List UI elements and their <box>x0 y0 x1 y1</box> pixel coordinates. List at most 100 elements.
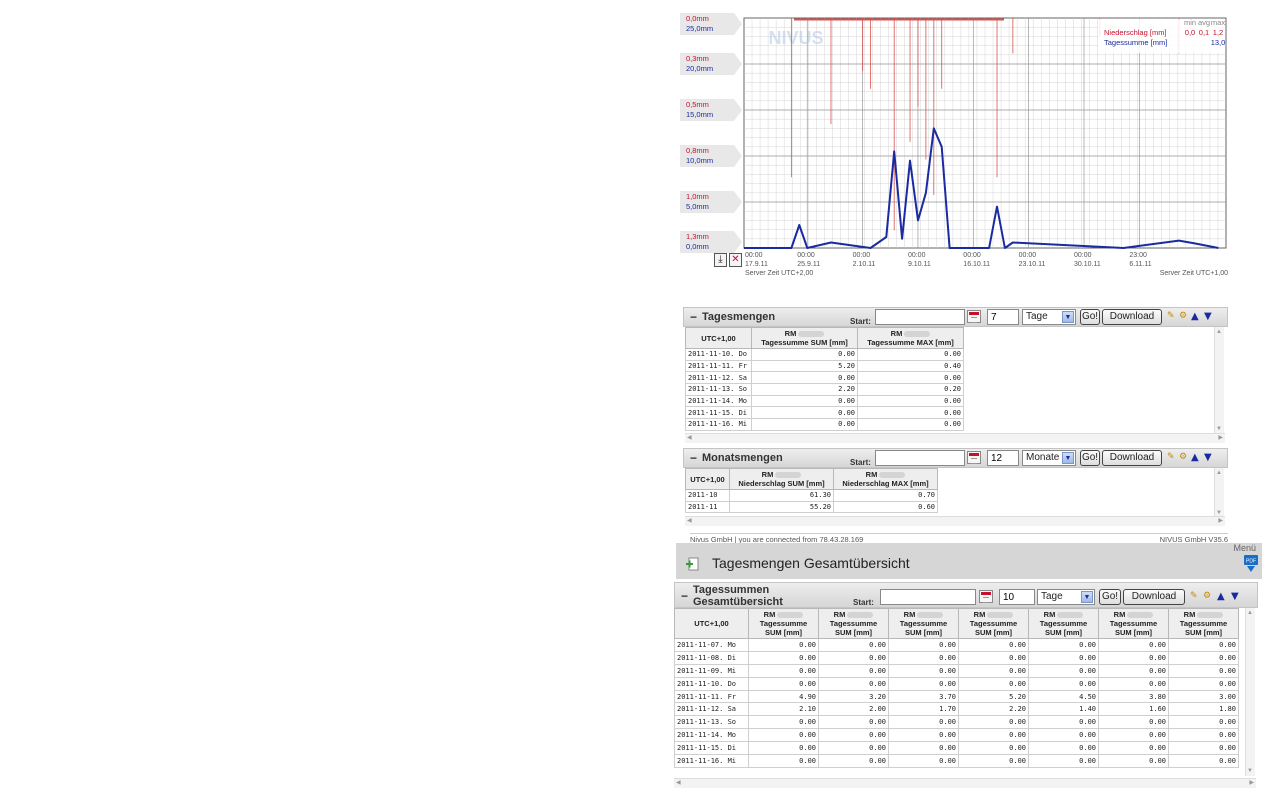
scroll-up-icon[interactable]: ▲ <box>1216 470 1222 476</box>
start-date-input[interactable] <box>875 450 965 466</box>
menu-link[interactable]: Menü <box>1233 543 1256 553</box>
download-button[interactable]: Download <box>1102 309 1162 325</box>
column-header-timezone[interactable]: UTC+1,00 <box>685 327 752 349</box>
value-cell: 0.00 <box>748 741 819 756</box>
value-cell: 0.00 <box>748 754 819 768</box>
edit-icon[interactable]: ✎ <box>1167 452 1175 462</box>
arrow-up-icon[interactable]: ▲ <box>1217 591 1225 602</box>
column-header[interactable]: RM Niederschlag SUM [mm] <box>729 468 834 490</box>
download-button[interactable]: Download <box>1102 450 1162 466</box>
scroll-right-icon[interactable]: ▶ <box>1218 435 1223 441</box>
server-time-right: Server Zeit UTC+1,00 <box>1160 270 1228 277</box>
column-header[interactable]: RM Tagessumme SUM [mm] <box>751 327 858 349</box>
scroll-left-icon[interactable]: ◀ <box>676 780 681 786</box>
arrow-down-icon[interactable]: ▼ <box>1204 311 1212 322</box>
redacted-station-name <box>904 331 931 338</box>
overview-panel: − Tagessummen Gesamtübersicht Start: Tag… <box>674 582 1258 792</box>
go-button[interactable]: Go! <box>1080 450 1100 466</box>
column-header[interactable]: RM Tagessumme SUM [mm] <box>958 608 1029 639</box>
unit-select[interactable]: Tage ▼ <box>1022 309 1076 325</box>
value-cell: 0.00 <box>857 394 964 408</box>
edit-icon[interactable]: ✎ <box>1190 591 1198 601</box>
scroll-right-icon[interactable]: ▶ <box>1218 518 1223 524</box>
collapse-icon[interactable]: − <box>681 589 689 603</box>
calendar-icon[interactable] <box>967 451 981 464</box>
column-header-label: Niederschlag SUM [mm] <box>738 479 825 488</box>
column-header-station: RM <box>763 610 776 619</box>
start-date-input[interactable] <box>880 589 976 605</box>
scroll-up-icon[interactable]: ▲ <box>1216 329 1222 335</box>
monatsmengen-header: − Monatsmengen Start: Monate ▼ Go! Downl… <box>683 448 1228 468</box>
date-cell: 2011-11-15. Di <box>674 741 749 756</box>
column-header[interactable]: RM Tagessumme SUM [mm] <box>818 608 889 639</box>
count-input[interactable] <box>999 589 1035 605</box>
horizontal-scrollbar[interactable]: ◀ ▶ <box>685 516 1225 526</box>
start-date-input[interactable] <box>875 309 965 325</box>
settings-icon[interactable]: ⚙ <box>1179 452 1188 462</box>
go-button[interactable]: Go! <box>1099 589 1121 605</box>
date-cell: 2011-11-16. Mi <box>685 418 752 431</box>
x-tick-date: 2.10.11 <box>853 261 876 268</box>
collapse-icon[interactable]: − <box>690 310 698 324</box>
column-header[interactable]: RM Tagessumme MAX [mm] <box>857 327 964 349</box>
redacted-station-name <box>1127 612 1154 619</box>
calendar-icon[interactable] <box>967 310 981 323</box>
arrow-up-icon[interactable]: ▲ <box>1191 311 1199 322</box>
value-cell: 0.00 <box>1098 715 1169 730</box>
column-header[interactable]: RM Tagessumme SUM [mm] <box>1168 608 1239 639</box>
column-header-timezone[interactable]: UTC+1,00 <box>674 608 749 639</box>
scroll-right-icon[interactable]: ▶ <box>1249 780 1254 786</box>
value-cell: 0.00 <box>748 663 819 678</box>
column-header-timezone[interactable]: UTC+1,00 <box>685 468 730 490</box>
go-button[interactable]: Go! <box>1080 309 1100 325</box>
column-header[interactable]: RM Tagessumme SUM [mm] <box>748 608 819 639</box>
table-row: 2011-11-08. Di 0.00 0.00 0.00 0.00 0.00 0.00 0.… <box>674 650 1239 665</box>
arrow-down-icon[interactable]: ▼ <box>1231 591 1239 602</box>
arrow-up-icon[interactable]: ▲ <box>1191 452 1199 463</box>
scroll-left-icon[interactable]: ◀ <box>687 435 692 441</box>
date-cell: 2011-11 <box>685 500 730 514</box>
table-row: 2011-11-11. Fr 5.20 0.40 <box>685 359 964 373</box>
vertical-scrollbar[interactable]: ▲ ▼ <box>1214 468 1224 518</box>
scroll-down-icon[interactable]: ▼ <box>1216 510 1222 516</box>
column-header[interactable]: RM Tagessumme SUM [mm] <box>888 608 959 639</box>
page-title-bar: Menü PDF Tagesmengen Gesamtübersicht <box>676 543 1262 579</box>
scroll-up-icon[interactable]: ▲ <box>1247 610 1253 616</box>
vertical-scrollbar[interactable]: ▲ ▼ <box>1214 327 1224 434</box>
calendar-icon[interactable] <box>979 590 993 603</box>
value-cell: 2.00 <box>818 702 889 717</box>
column-header[interactable]: RM Tagessumme SUM [mm] <box>1098 608 1169 639</box>
count-input[interactable] <box>987 450 1019 466</box>
table-row: 2011-11-13. So 2.20 0.20 <box>685 383 964 396</box>
count-input[interactable] <box>987 309 1019 325</box>
unit-select[interactable]: Monate ▼ <box>1022 450 1076 466</box>
settings-icon[interactable]: ⚙ <box>1179 311 1188 321</box>
settings-icon[interactable]: ⚙ <box>1203 591 1212 601</box>
scroll-left-icon[interactable]: ◀ <box>687 518 692 524</box>
download-button[interactable]: Download <box>1123 589 1185 605</box>
chart-close-icon[interactable]: ✕ <box>729 253 742 267</box>
overview-table: UTC+1,00 RM Tagessumme SUM [mm] RM Tagessumm… <box>674 608 1239 768</box>
arrow-down-icon[interactable]: ▼ <box>1204 452 1212 463</box>
value-cell: 0.00 <box>751 394 858 408</box>
edit-icon[interactable]: ✎ <box>1167 311 1175 321</box>
chart-reset-icon[interactable]: ⤓ <box>714 253 727 267</box>
horizontal-scrollbar[interactable]: ◀ ▶ <box>685 433 1225 443</box>
collapse-icon[interactable]: − <box>690 451 698 465</box>
value-cell: 0.00 <box>1168 741 1239 756</box>
value-cell: 2.20 <box>958 702 1029 717</box>
date-cell: 2011-11-09. Mi <box>674 663 749 678</box>
horizontal-scrollbar[interactable]: ◀ ▶ <box>674 778 1256 788</box>
page-add-icon[interactable] <box>686 557 700 571</box>
column-header[interactable]: RM Tagessumme SUM [mm] <box>1028 608 1099 639</box>
pdf-export-icon[interactable]: PDF <box>1244 555 1258 572</box>
rain-chart: NIVUS0,0mm25,0mm0,3mm20,0mm0,5mm15,0mm0,… <box>680 13 1228 277</box>
legend-header: max <box>1211 18 1225 27</box>
x-tick-date: 23.10.11 <box>1019 261 1046 268</box>
unit-select[interactable]: Tage ▼ <box>1037 589 1095 605</box>
column-header[interactable]: RM Niederschlag MAX [mm] <box>833 468 938 490</box>
scroll-down-icon[interactable]: ▼ <box>1247 768 1253 774</box>
scroll-down-icon[interactable]: ▼ <box>1216 426 1222 432</box>
vertical-scrollbar[interactable]: ▲ ▼ <box>1245 608 1255 776</box>
footer-version-text: NIVUS GmbH V35.6 <box>1159 535 1228 544</box>
